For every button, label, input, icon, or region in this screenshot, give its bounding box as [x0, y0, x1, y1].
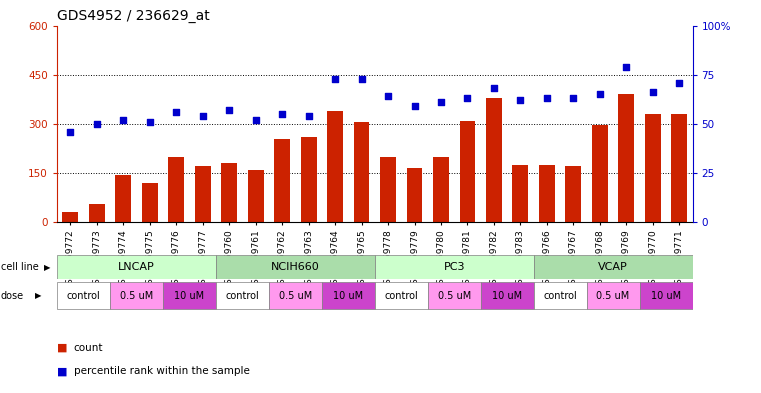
Point [673, 79, 686, 86]
Bar [195, 166, 211, 222]
Bar [168, 156, 184, 222]
Text: 10 uM: 10 uM [651, 291, 681, 301]
Bar [274, 138, 290, 222]
Point [276, 111, 288, 117]
Text: control: control [67, 291, 100, 301]
Bar [374, 283, 428, 309]
Text: ■: ■ [57, 366, 68, 376]
Point [620, 64, 632, 70]
Point [594, 91, 606, 97]
Point [382, 93, 394, 99]
Point [303, 113, 315, 119]
Text: ▶: ▶ [35, 291, 42, 300]
Bar [57, 255, 216, 279]
Bar [406, 168, 422, 222]
Point [355, 75, 368, 82]
Point [91, 121, 103, 127]
Bar [301, 137, 317, 222]
Text: 10 uM: 10 uM [174, 291, 205, 301]
Text: 10 uM: 10 uM [333, 291, 364, 301]
Text: ■: ■ [57, 343, 68, 353]
Bar [433, 156, 449, 222]
Bar [565, 166, 581, 222]
Point [435, 99, 447, 105]
Point [64, 129, 76, 135]
Text: control: control [225, 291, 260, 301]
Text: dose: dose [1, 291, 24, 301]
Bar [322, 283, 374, 309]
Bar [533, 283, 587, 309]
Bar [481, 283, 533, 309]
Point [647, 89, 659, 95]
Text: 0.5 uM: 0.5 uM [438, 291, 471, 301]
Bar [163, 283, 216, 309]
Text: percentile rank within the sample: percentile rank within the sample [74, 366, 250, 376]
Bar [645, 114, 661, 222]
Point [461, 95, 473, 101]
Text: count: count [74, 343, 103, 353]
Bar [619, 94, 634, 222]
Text: ▶: ▶ [44, 263, 51, 272]
Bar [671, 114, 687, 222]
Bar [587, 283, 639, 309]
Bar [110, 283, 163, 309]
Point [144, 119, 156, 125]
Bar [247, 170, 263, 222]
Bar [116, 174, 131, 222]
Point [488, 85, 500, 92]
Bar [57, 283, 110, 309]
Text: 10 uM: 10 uM [492, 291, 522, 301]
Point [541, 95, 553, 101]
Point [117, 117, 129, 123]
Bar [216, 283, 269, 309]
Text: PC3: PC3 [444, 262, 465, 272]
Bar [216, 255, 374, 279]
Bar [428, 283, 481, 309]
Text: GDS4952 / 236629_at: GDS4952 / 236629_at [57, 9, 210, 23]
Bar [512, 165, 528, 222]
Point [196, 113, 209, 119]
Bar [639, 283, 693, 309]
Bar [62, 212, 78, 222]
Text: 0.5 uM: 0.5 uM [120, 291, 153, 301]
Bar [374, 255, 533, 279]
Bar [486, 97, 502, 222]
Text: LNCAP: LNCAP [118, 262, 155, 272]
Point [514, 97, 527, 103]
Point [409, 103, 421, 109]
Bar [533, 255, 693, 279]
Point [250, 117, 262, 123]
Text: cell line: cell line [1, 262, 39, 272]
Text: 0.5 uM: 0.5 uM [279, 291, 312, 301]
Bar [221, 163, 237, 222]
Bar [592, 125, 608, 222]
Bar [539, 165, 555, 222]
Bar [269, 283, 322, 309]
Bar [354, 122, 370, 222]
Bar [460, 121, 476, 222]
Point [329, 75, 341, 82]
Text: NCIH660: NCIH660 [271, 262, 320, 272]
Bar [89, 204, 105, 222]
Text: control: control [543, 291, 577, 301]
Text: 0.5 uM: 0.5 uM [597, 291, 629, 301]
Text: control: control [384, 291, 418, 301]
Point [170, 109, 183, 115]
Point [567, 95, 579, 101]
Bar [327, 111, 343, 222]
Text: VCAP: VCAP [598, 262, 628, 272]
Bar [380, 156, 396, 222]
Point [223, 107, 235, 113]
Bar [142, 183, 158, 222]
